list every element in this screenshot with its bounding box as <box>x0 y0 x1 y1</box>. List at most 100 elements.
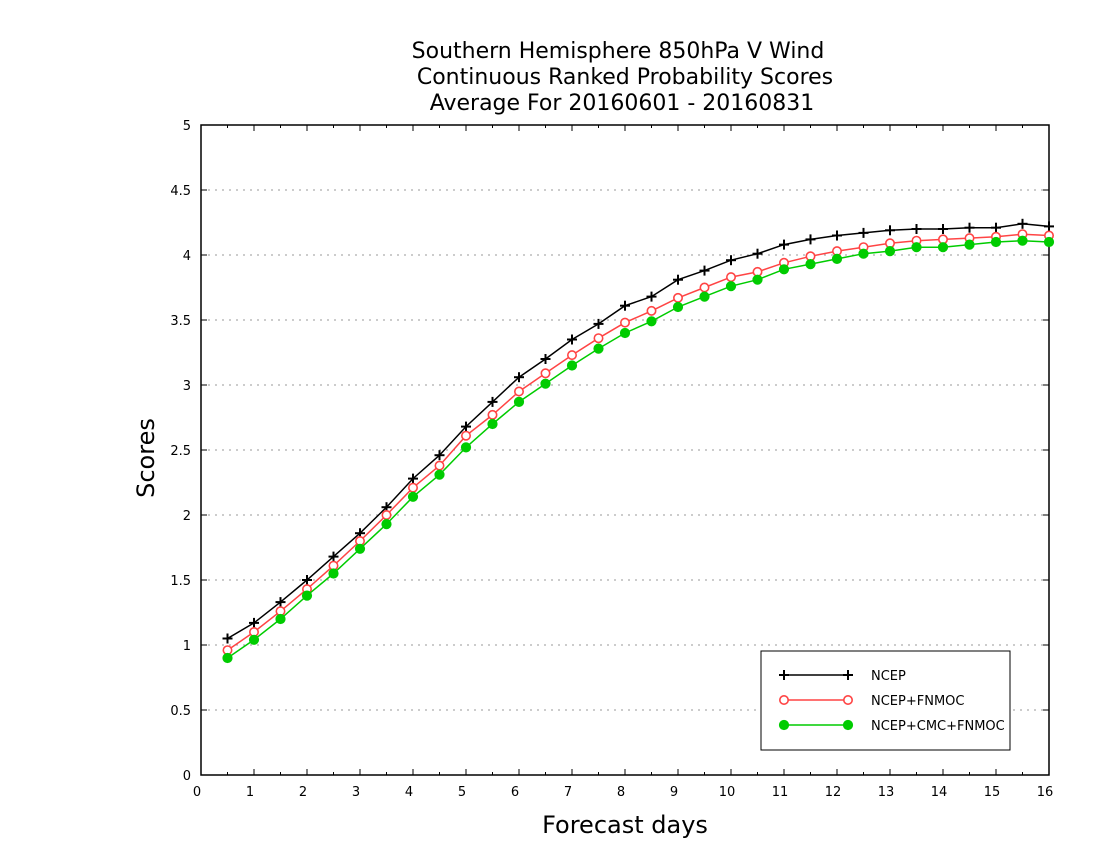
data-point-1-6 <box>381 509 392 520</box>
data-point-0-2 <box>275 597 286 608</box>
data-point-2-3 <box>301 590 313 601</box>
x-tick-label-5: 5 <box>458 785 466 800</box>
chart-title-line-2: Continuous Ranked Probability Scores <box>417 65 833 90</box>
data-point-0-1 <box>249 617 259 628</box>
data-point-0-23 <box>832 230 842 241</box>
data-point-2-20 <box>752 274 763 285</box>
data-point-1-13 <box>566 350 577 361</box>
data-point-2-26 <box>911 242 922 253</box>
data-point-0-16 <box>646 291 657 302</box>
x-tick-label-11: 11 <box>772 785 789 800</box>
series-line-1 <box>227 233 1050 651</box>
data-point-2-5 <box>354 543 366 554</box>
data-point-0-27 <box>938 224 948 234</box>
data-point-1-7 <box>407 482 418 493</box>
data-point-0-30 <box>1017 218 1028 229</box>
y-axis-label: Scores <box>132 418 160 498</box>
y-axis: 0 0.5 1 1.5 2 2.5 3 3.5 4 4.5 5 <box>170 119 1049 784</box>
x-tick-label-2: 2 <box>299 785 307 800</box>
data-point-2-0 <box>222 652 233 664</box>
data-point-0-31 <box>1044 221 1054 232</box>
data-point-1-16 <box>646 305 657 316</box>
x-tick-label-9: 9 <box>670 785 678 800</box>
data-point-0-22 <box>805 234 816 245</box>
data-point-0-28 <box>964 222 975 233</box>
x-tick-label-6: 6 <box>511 785 519 800</box>
series-2 <box>222 235 1055 664</box>
x-tick-label-8: 8 <box>617 785 625 800</box>
data-point-2-17 <box>672 301 684 313</box>
data-point-2-21 <box>778 264 790 275</box>
chart-title-line-1: Southern Hemisphere 850hPa V Wind <box>412 39 825 64</box>
data-point-0-29 <box>991 222 1001 233</box>
data-point-0-12 <box>540 354 551 364</box>
series-line-0 <box>227 223 1050 640</box>
legend-label-0: NCEP <box>871 669 906 684</box>
data-point-0-8 <box>434 450 445 461</box>
data-point-2-1 <box>248 634 260 645</box>
data-point-2-4 <box>328 568 339 579</box>
legend-marker-end-2 <box>842 719 854 731</box>
x-axis-label: Forecast days <box>542 811 708 839</box>
data-point-1-8 <box>434 460 445 471</box>
data-point-0-18 <box>699 265 710 276</box>
data-point-2-7 <box>407 491 419 502</box>
data-point-2-27 <box>937 242 949 253</box>
grid-lines <box>201 189 1049 711</box>
data-point-2-15 <box>619 327 631 339</box>
legend-label-2: NCEP+CMC+FNMOC <box>871 719 1005 734</box>
data-point-2-13 <box>566 360 578 371</box>
data-point-0-7 <box>408 473 418 484</box>
data-point-0-3 <box>302 575 312 585</box>
data-point-0-17 <box>673 274 683 285</box>
legend-marker-start-1 <box>778 694 789 705</box>
y-tick-label-4: 2 <box>183 509 191 524</box>
data-point-1-18 <box>699 282 710 293</box>
x-tick-label-1: 1 <box>246 785 254 800</box>
x-tick-label-12: 12 <box>825 785 842 800</box>
legend: NCEP NCEP+FNMOC NCEP+CMC+FNMOC <box>760 650 1011 751</box>
data-point-0-19 <box>726 255 736 266</box>
x-tick-label-7: 7 <box>564 785 572 800</box>
data-point-1-12 <box>540 368 551 379</box>
data-point-2-30 <box>1017 235 1028 246</box>
x-tick-label-13: 13 <box>878 785 895 800</box>
data-point-2-19 <box>725 281 737 292</box>
series-1 <box>222 229 1055 656</box>
data-point-2-16 <box>646 316 657 327</box>
data-point-2-18 <box>699 291 710 302</box>
data-point-1-10 <box>487 409 498 420</box>
y-tick-label-7: 3.5 <box>170 314 191 329</box>
x-tick-label-15: 15 <box>984 785 1001 800</box>
data-point-0-4 <box>328 551 339 562</box>
y-tick-label-5: 2.5 <box>170 444 191 459</box>
data-point-0-9 <box>461 421 471 432</box>
legend-label-1: NCEP+FNMOC <box>871 694 964 709</box>
y-tick-label-6: 3 <box>183 379 191 394</box>
legend-marker-end-1 <box>842 694 853 705</box>
data-point-2-24 <box>858 248 869 259</box>
data-point-0-15 <box>620 300 630 311</box>
y-tick-label-9: 4.5 <box>170 184 191 199</box>
data-point-0-10 <box>487 396 498 407</box>
x-tick-label-4: 4 <box>405 785 413 800</box>
data-point-2-8 <box>434 469 445 480</box>
y-tick-label-8: 4 <box>183 249 191 264</box>
data-point-1-14 <box>593 333 604 344</box>
data-point-0-13 <box>567 334 577 345</box>
data-point-2-29 <box>990 236 1002 248</box>
x-tick-label-14: 14 <box>931 785 948 800</box>
x-tick-label-10: 10 <box>719 785 736 800</box>
data-point-0-24 <box>858 227 869 238</box>
data-point-0-0 <box>222 633 233 644</box>
data-point-1-9 <box>460 430 471 441</box>
legend-marker-start-2 <box>778 719 790 731</box>
chart-title: Southern Hemisphere 850hPa V Wind Contin… <box>412 39 834 116</box>
x-tick-label-16: 16 <box>1037 785 1054 800</box>
y-tick-label-0: 0 <box>183 769 191 784</box>
series-0 <box>222 218 1054 644</box>
data-point-1-11 <box>513 386 524 397</box>
y-tick-label-3: 1.5 <box>170 574 191 589</box>
data-point-1-17 <box>672 292 683 303</box>
